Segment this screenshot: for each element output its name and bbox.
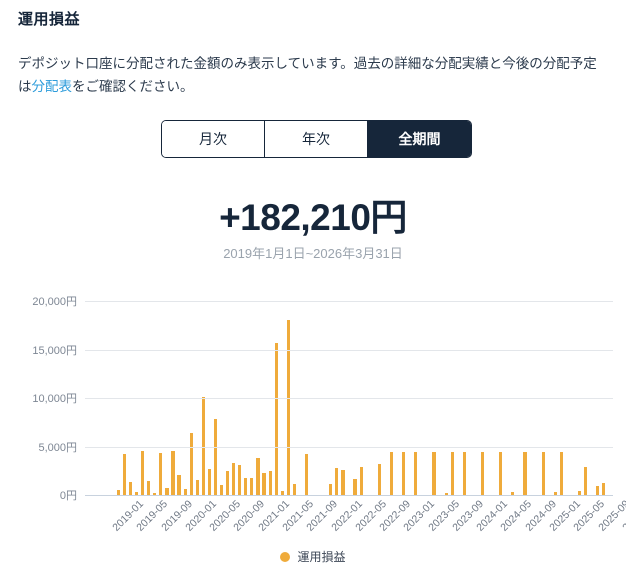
chart-bar[interactable]: [523, 452, 527, 495]
chart-bar[interactable]: [511, 492, 515, 495]
tab-monthly[interactable]: 月次: [162, 121, 265, 157]
chart-bar[interactable]: [499, 452, 503, 495]
chart-gridline: [85, 398, 613, 399]
chart-bar[interactable]: [262, 472, 266, 495]
chart-bar[interactable]: [219, 485, 224, 495]
chart-bar[interactable]: [122, 454, 127, 495]
y-axis-tick-label: 5,000円: [38, 441, 77, 454]
chart-bar[interactable]: [559, 452, 563, 495]
chart-bar[interactable]: [541, 452, 545, 495]
chart-bar[interactable]: [462, 452, 466, 495]
bar-series: [85, 300, 613, 495]
chart-bar[interactable]: [268, 470, 272, 495]
chart-bar[interactable]: [335, 467, 339, 495]
chart-gridline: [85, 446, 613, 448]
chart-bar[interactable]: [304, 454, 309, 495]
chart-bar[interactable]: [414, 452, 418, 495]
chart-bar[interactable]: [444, 492, 448, 495]
chart-bar[interactable]: [280, 491, 284, 495]
chart-bar[interactable]: [183, 489, 187, 495]
chart-bar[interactable]: [171, 451, 175, 495]
period-tab-group: 月次 年次 全期間: [161, 120, 472, 158]
y-axis-tick-label: 15,000円: [32, 344, 77, 357]
chart-bar[interactable]: [232, 462, 236, 495]
page-title: 運用損益: [18, 11, 81, 28]
chart-bar[interactable]: [201, 396, 205, 495]
chart-legend: 運用損益: [0, 548, 626, 565]
total-amount: +182,210円: [219, 197, 407, 238]
chart-bar[interactable]: [584, 466, 588, 495]
description-prefix: デポジット口座に分配された金額のみ表示しています。過去の詳細な分配実績と今後の分…: [18, 56, 597, 95]
description-text: デポジット口座に分配された金額のみ表示しています。過去の詳細な分配実績と今後の分…: [18, 52, 610, 98]
chart-bar[interactable]: [377, 463, 381, 495]
chart-bar[interactable]: [256, 457, 260, 495]
chart-bar[interactable]: [450, 452, 454, 495]
chart-bar[interactable]: [553, 492, 557, 495]
chart-bar[interactable]: [480, 452, 485, 495]
chart-gridline: [85, 301, 613, 302]
chart-bar[interactable]: [353, 478, 357, 495]
chart-bar[interactable]: [286, 320, 290, 495]
distribution-table-link[interactable]: 分配表: [31, 79, 73, 95]
chart-bar[interactable]: [134, 492, 139, 495]
chart-bar[interactable]: [238, 464, 242, 495]
legend-label: 運用損益: [297, 550, 346, 564]
y-axis-tick-label: 20,000円: [32, 296, 77, 308]
chart-bar[interactable]: [195, 480, 199, 495]
y-axis-tick-label: 0円: [59, 490, 77, 502]
chart-bar[interactable]: [226, 470, 230, 495]
chart-bar[interactable]: [147, 480, 151, 495]
description-suffix: をご確認ください。: [72, 79, 194, 95]
chart-bar[interactable]: [329, 483, 333, 495]
chart-plot-area: 0円 5,000円 10,000円 15,000円 20,000円: [32, 296, 613, 502]
chart-bar[interactable]: [116, 490, 120, 495]
x-axis-line: [85, 495, 613, 496]
tab-yearly[interactable]: 年次: [265, 121, 368, 157]
chart-bar[interactable]: [402, 452, 406, 495]
chart-bar[interactable]: [389, 452, 394, 495]
chart-bar[interactable]: [189, 433, 193, 495]
chart-bar[interactable]: [213, 419, 218, 495]
chart-bar[interactable]: [274, 342, 278, 495]
chart-bar[interactable]: [359, 466, 363, 495]
profit-bar-chart: 0円 5,000円 10,000円 15,000円 20,000円 2019-01 201…: [0, 285, 626, 586]
chart-bar[interactable]: [602, 483, 606, 495]
chart-bar[interactable]: [177, 474, 181, 495]
chart-bar[interactable]: [141, 450, 145, 495]
legend-color-dot: [280, 551, 291, 562]
chart-bar[interactable]: [244, 477, 248, 495]
chart-bar[interactable]: [578, 491, 582, 495]
chart-bar[interactable]: [153, 492, 157, 495]
chart-bar[interactable]: [432, 452, 436, 495]
chart-bar[interactable]: [250, 477, 254, 495]
chart-bar[interactable]: [159, 452, 163, 495]
chart-bar[interactable]: [341, 469, 345, 495]
y-axis-tick-label: 10,000円: [32, 393, 77, 405]
tab-all-period[interactable]: 全期間: [368, 121, 471, 157]
date-range: 2019年1月1日~2026年3月31日: [223, 246, 403, 261]
chart-bar[interactable]: [207, 469, 211, 495]
chart-bar[interactable]: [292, 483, 296, 495]
chart-bar[interactable]: [596, 486, 600, 495]
chart-bar[interactable]: [128, 482, 133, 495]
chart-bar[interactable]: [165, 488, 169, 495]
chart-gridline: [85, 349, 613, 351]
